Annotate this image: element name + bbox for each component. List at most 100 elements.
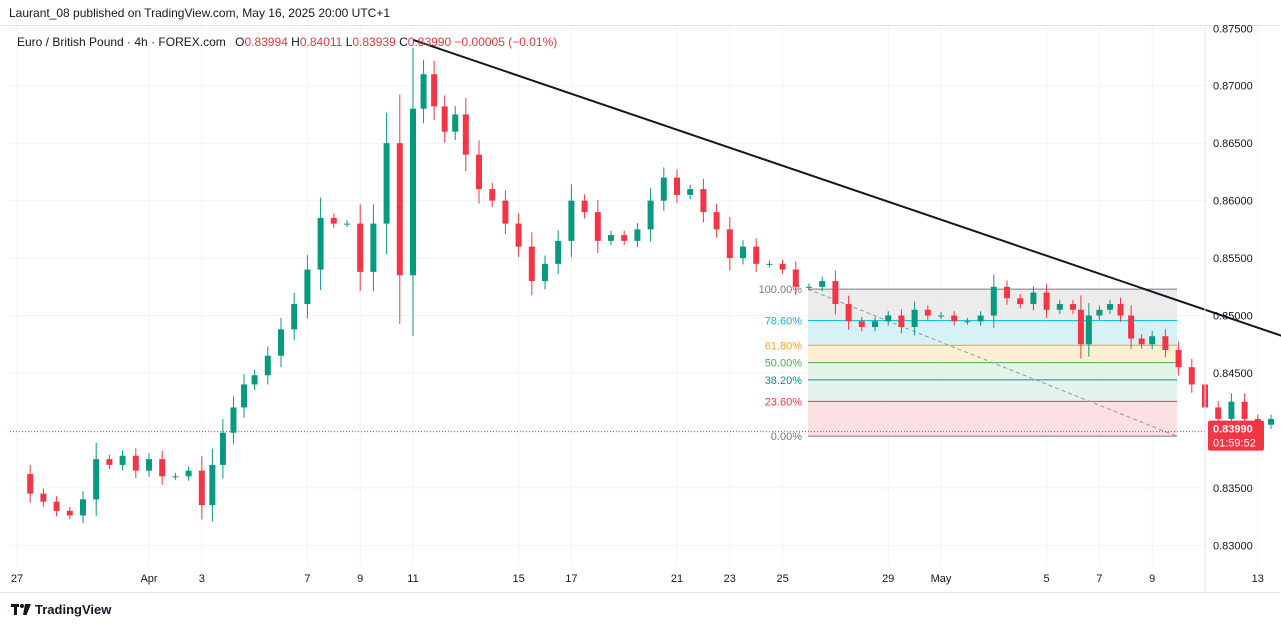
- descending-trendline[interactable]: [412, 38, 1281, 463]
- candle-body: [93, 459, 100, 500]
- price-axis-tick: 0.83000: [1213, 540, 1253, 552]
- publish-line: Laurant_08 published on TradingView.com,…: [9, 6, 391, 20]
- time-axis-tick: 7: [1096, 573, 1102, 585]
- candle-body: [964, 321, 971, 323]
- time-axis-tick: May: [931, 573, 952, 585]
- candle-body: [241, 384, 248, 408]
- candle-body: [1056, 304, 1063, 310]
- candle-body: [370, 223, 377, 272]
- open-label: O: [235, 35, 245, 49]
- candle-body: [951, 315, 958, 322]
- candle-body: [647, 200, 654, 230]
- candle-body: [1228, 401, 1235, 419]
- fib-level-label: 50.00%: [765, 358, 803, 370]
- candle-body: [1085, 315, 1092, 345]
- candle-body: [792, 269, 799, 287]
- fib-level-label: 78.60%: [765, 316, 803, 328]
- fib-zone: [808, 362, 1177, 380]
- candle-body: [608, 235, 614, 241]
- candle-body: [132, 455, 139, 471]
- candle-body: [911, 309, 918, 328]
- change-value: −0.00005 (−0.01%): [454, 35, 558, 49]
- candle-body: [172, 476, 179, 478]
- time-axis-tick: Apr: [140, 573, 157, 585]
- time-axis-tick: 7: [304, 573, 310, 585]
- open-value: 0.83994: [244, 35, 288, 49]
- candle-body: [219, 432, 226, 465]
- price-axis-tick: 0.86000: [1213, 196, 1253, 208]
- candle-body: [441, 106, 448, 132]
- candle-body: [726, 229, 733, 259]
- candle-body: [872, 321, 878, 328]
- candle-body: [898, 315, 905, 328]
- candle-body: [528, 246, 535, 282]
- fib-level-label: 61.80%: [765, 340, 803, 352]
- high-value: 0.84011: [299, 35, 343, 49]
- candle-body: [396, 143, 403, 276]
- candle-body: [555, 240, 562, 264]
- candle-body: [1175, 350, 1182, 368]
- fib-level-label: 0.00%: [771, 431, 802, 443]
- candle-body: [568, 200, 575, 241]
- candle-body: [291, 304, 298, 330]
- time-axis-tick: 3: [199, 573, 205, 585]
- price-axis-tick: 0.86500: [1213, 138, 1253, 150]
- candle-body: [146, 459, 152, 471]
- candle-body: [40, 493, 47, 502]
- candle-body: [1138, 338, 1145, 345]
- candle-body: [1268, 418, 1274, 425]
- time-axis-tick: 27: [11, 573, 23, 585]
- symbol-legend: Euro / British Pound · 4h · FOREX.com O0…: [17, 35, 557, 49]
- candle-body: [740, 246, 746, 259]
- candle-body: [462, 114, 469, 155]
- last-price-badge[interactable]: [1208, 420, 1264, 451]
- low-value: 0.83939: [352, 35, 396, 49]
- price-axis-tick: 0.85000: [1213, 311, 1253, 323]
- candle-body: [713, 212, 720, 230]
- candle-body: [515, 223, 522, 247]
- candle-body: [766, 263, 773, 265]
- candle-body: [1215, 407, 1222, 419]
- fib-zone: [808, 379, 1177, 402]
- fib-zone: [808, 401, 1177, 437]
- tradingview-logo-icon: [11, 604, 31, 615]
- high-label: H: [291, 35, 300, 49]
- candle-body: [27, 474, 34, 494]
- candle-body: [1128, 315, 1135, 339]
- symbol-title[interactable]: Euro / British Pound · 4h · FOREX.com: [17, 35, 226, 49]
- candle-body: [832, 281, 839, 305]
- candle-body: [198, 470, 205, 506]
- candle-body: [185, 470, 192, 477]
- price-axis-tick: 0.85500: [1213, 253, 1253, 265]
- time-axis-tick: 25: [776, 573, 788, 585]
- time-axis-tick: 17: [565, 573, 577, 585]
- price-axis-tick: 0.84500: [1213, 368, 1253, 380]
- candle-body: [357, 223, 364, 272]
- fib-level-label: 38.20%: [765, 375, 803, 387]
- candle-body: [687, 189, 694, 195]
- candle-body: [1070, 304, 1076, 310]
- candle-body: [594, 212, 601, 241]
- candle-body: [344, 223, 350, 225]
- candle-body: [1117, 304, 1124, 316]
- candle-body: [383, 143, 390, 224]
- candle-body: [1017, 298, 1024, 305]
- time-axis-tick: 9: [357, 573, 363, 585]
- time-axis-tick: 9: [1149, 573, 1155, 585]
- time-axis-tick: 21: [671, 573, 683, 585]
- candle-body: [542, 263, 548, 282]
- candle-body: [885, 315, 892, 322]
- close-label: C: [399, 35, 408, 49]
- candle-body: [420, 74, 427, 109]
- brand-label: TradingView: [35, 602, 112, 617]
- candle-body: [278, 329, 284, 356]
- candle-body: [779, 263, 786, 270]
- candle-body: [858, 321, 865, 328]
- candle-body: [489, 189, 496, 201]
- time-axis-tick: 23: [724, 573, 736, 585]
- candle-body: [209, 464, 216, 506]
- tradingview-brand[interactable]: TradingView: [11, 602, 111, 617]
- candle-body: [581, 200, 588, 213]
- countdown-label: 01:59:52: [1213, 438, 1256, 450]
